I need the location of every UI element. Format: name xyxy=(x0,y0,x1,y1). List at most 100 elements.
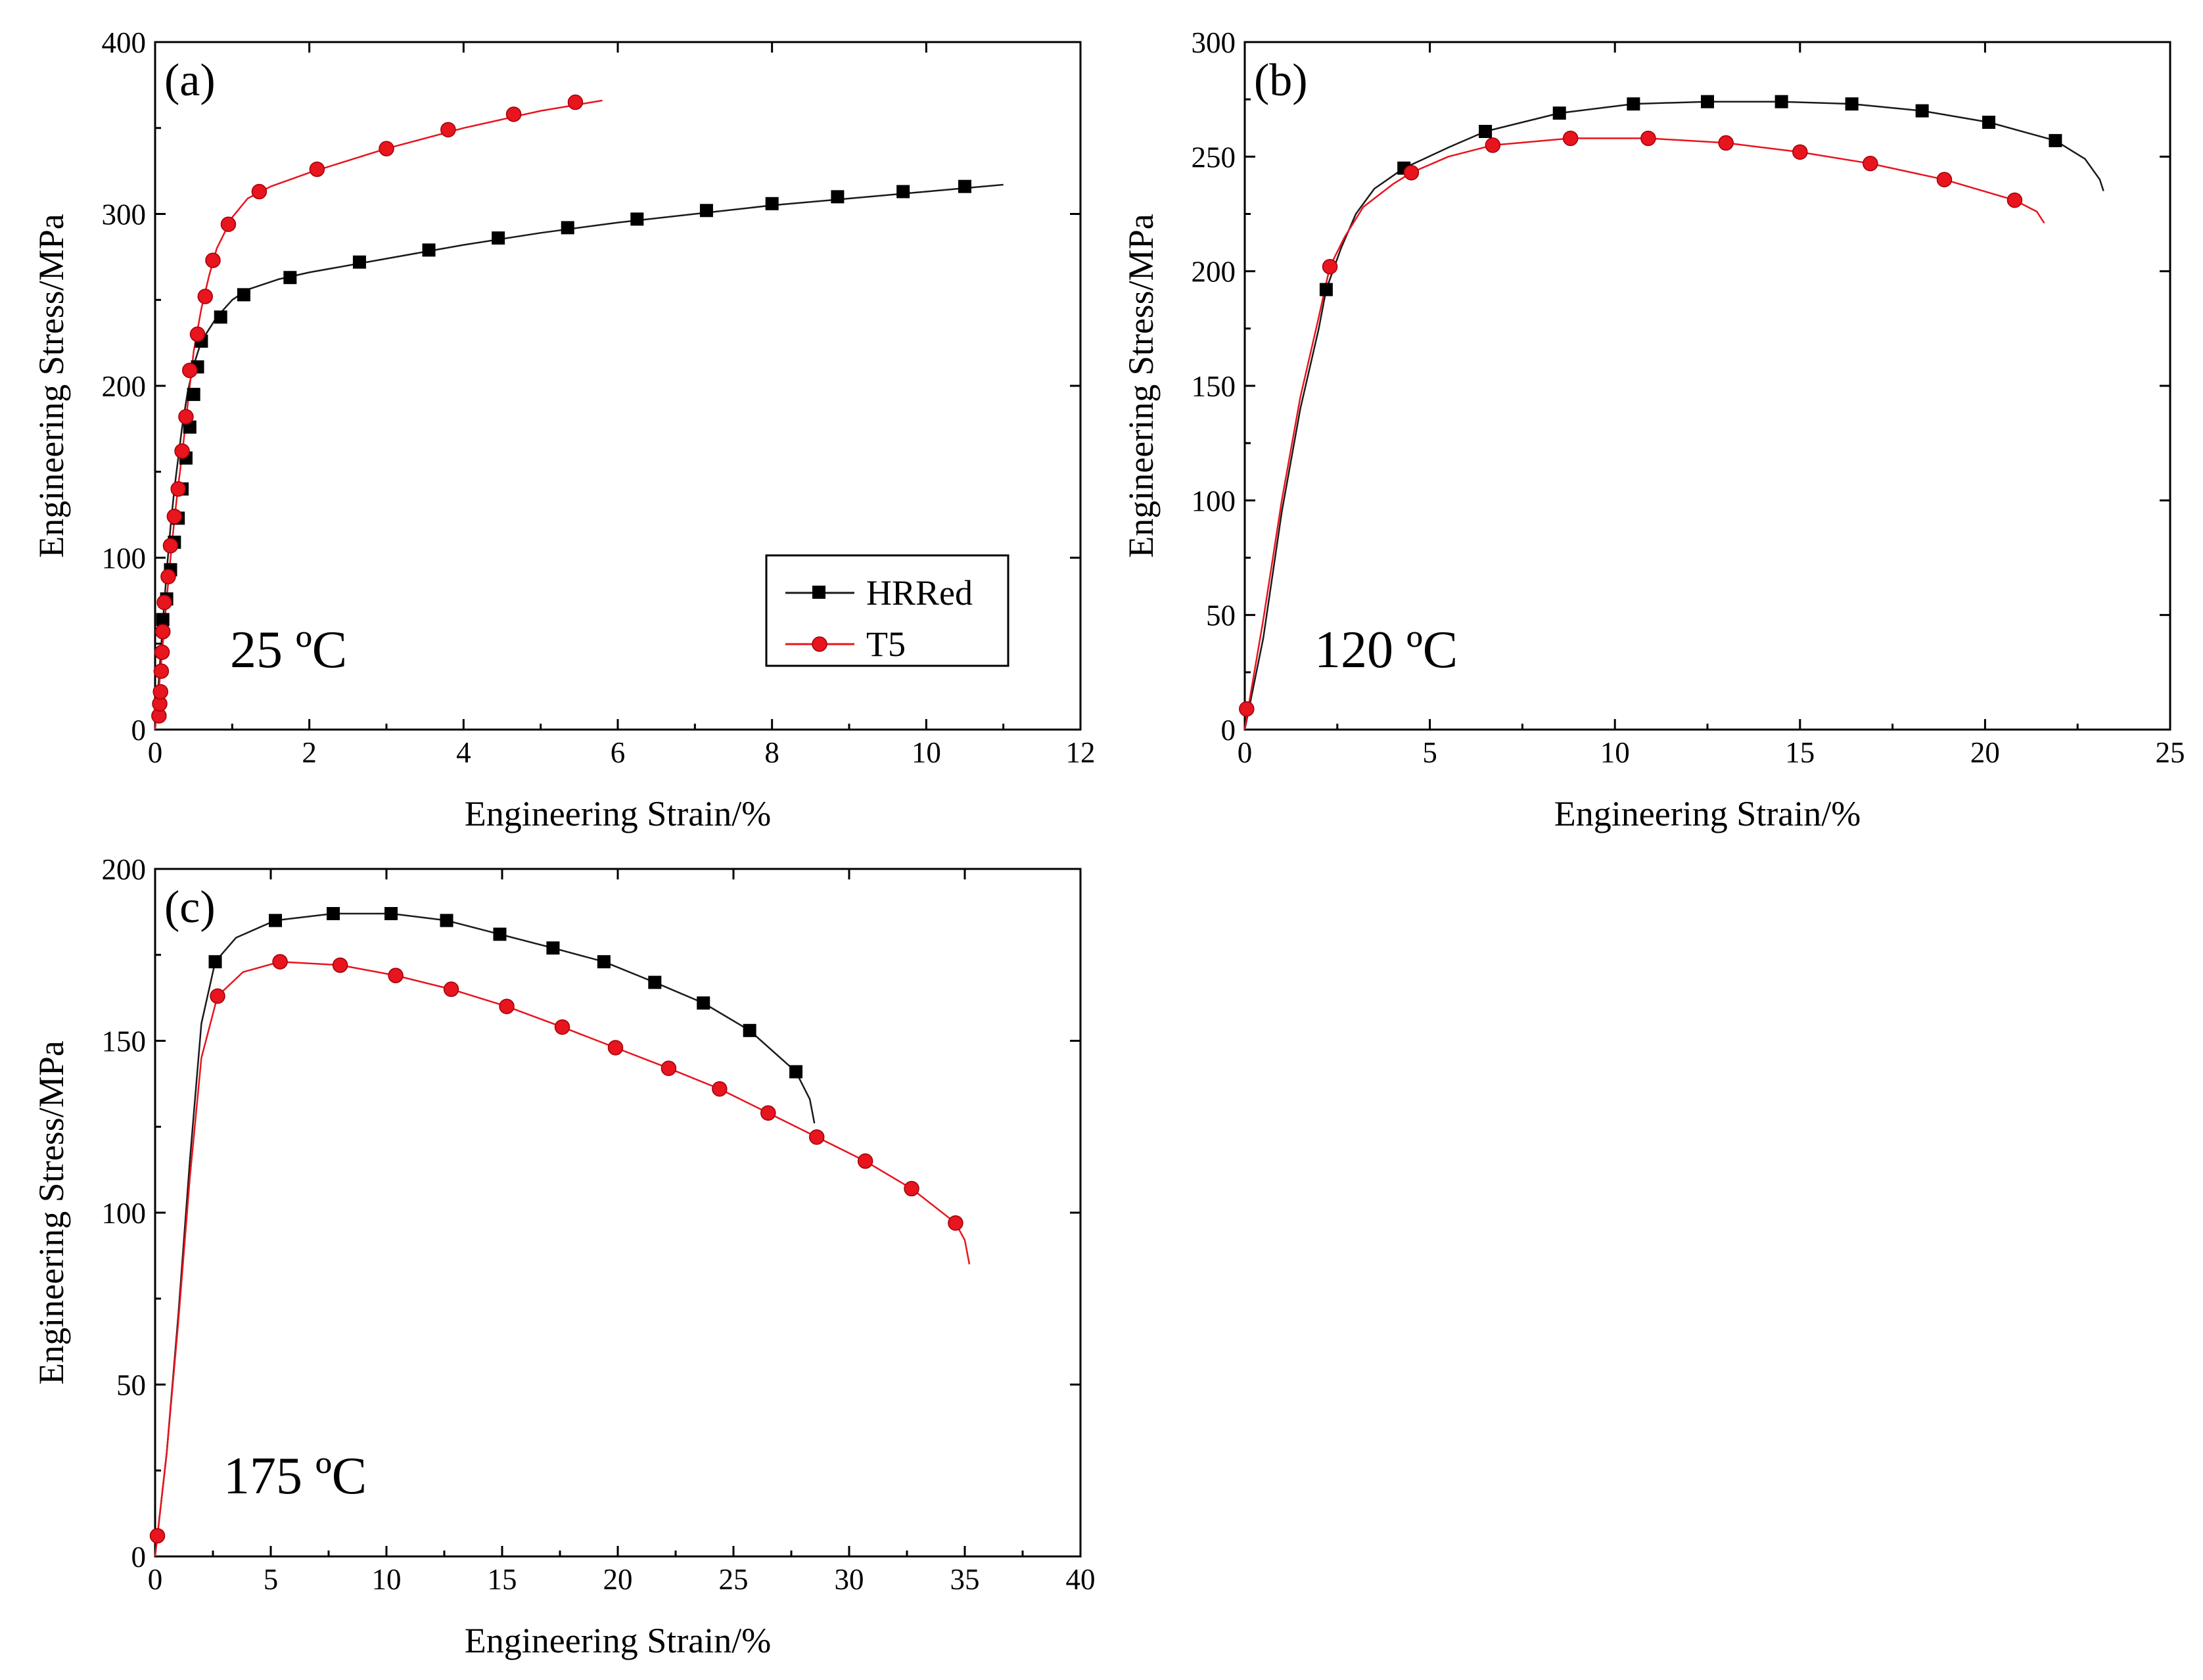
panel-b-hrred-marker xyxy=(1915,104,1929,118)
legend-t5-label: T5 xyxy=(866,624,906,664)
panel-c-t5-marker xyxy=(661,1060,677,1077)
panel-a-t5-marker xyxy=(152,684,168,700)
panel-a-hrred-marker xyxy=(352,255,366,269)
panel-b-t5-marker xyxy=(1863,156,1878,172)
panel-c-x-tick-label: 0 xyxy=(148,1563,163,1596)
panel-c-x-tick-label: 5 xyxy=(264,1563,279,1596)
panel-a-t5-marker xyxy=(379,141,394,156)
panel-c-x-tick-label: 40 xyxy=(1066,1563,1096,1596)
panel-c-t5-marker xyxy=(332,957,348,973)
panel-b-temperature-label: 120 ºC xyxy=(1314,621,1458,679)
panel-b-t5-marker xyxy=(1322,258,1338,275)
panel-b-x-tick-label: 15 xyxy=(1785,736,1815,769)
panel-c-x-tick-label: 20 xyxy=(603,1563,633,1596)
panel-b-y-tick-label: 250 xyxy=(1192,141,1236,174)
panel-b-markers xyxy=(1239,95,2062,717)
panel-b-y-tick-label: 300 xyxy=(1192,26,1236,59)
panel-b-hrred-marker xyxy=(1479,124,1493,138)
panel-a-x-tick-label: 6 xyxy=(611,736,626,769)
panel-b-x-axis-label: Engineering Strain/% xyxy=(1554,794,1861,833)
panel-b-t5-marker xyxy=(1936,172,1953,187)
legend-hrred-marker xyxy=(812,586,825,599)
panel-a-hrred-marker xyxy=(699,204,713,218)
panel-c-hrred-marker xyxy=(789,1065,803,1079)
panel-b-label: (b) xyxy=(1254,55,1308,106)
panel-a-y-tick-label: 200 xyxy=(102,370,147,403)
panel-c-t5-marker xyxy=(499,998,515,1014)
panel-c-t5-marker xyxy=(857,1153,873,1169)
panel-a-t5-marker xyxy=(205,252,221,268)
panel-b-t5-marker xyxy=(1640,130,1656,147)
panel-c-x-tick-label: 30 xyxy=(835,1563,864,1596)
panel-a-hrred-marker xyxy=(765,197,779,210)
panel-a-hrred-marker xyxy=(561,221,574,235)
panel-a-t5-marker xyxy=(309,161,325,177)
panel-b-hrred-marker xyxy=(1627,97,1640,111)
panel-a-t5-marker xyxy=(156,594,172,611)
panel-c-t5-marker xyxy=(760,1105,776,1121)
panel-a-t5-marker xyxy=(182,362,198,379)
panel-c-label: (c) xyxy=(164,882,216,933)
panel-a: 0 2 4 6 8 10 12 0 100 200 300 400 (a) 25 ºC Enginee… xyxy=(32,26,1096,833)
panel-b-x-tick-label: 5 xyxy=(1422,736,1437,769)
panel-c-y-axis-label: Engineering Stress/MPa xyxy=(32,1040,71,1384)
panel-b-y-axis-label: Engineering Stress/MPa xyxy=(1121,214,1161,557)
panel-b-x-tick-label: 0 xyxy=(1238,736,1253,769)
panel-b-y-tick-label: 150 xyxy=(1192,370,1236,403)
panel-c-x-tick-label: 10 xyxy=(372,1563,402,1596)
panel-a-hrred-marker xyxy=(630,212,644,226)
panel-b-t5-marker xyxy=(2006,192,2023,208)
panel-a-x-axis-label: Engineering Strain/% xyxy=(465,794,771,833)
panel-c-x-tick-label: 25 xyxy=(719,1563,749,1596)
panel-c-lines xyxy=(154,912,971,1557)
panel-a-t5-marker xyxy=(160,569,176,585)
panel-b-t5-line xyxy=(1243,137,2045,730)
panel-c-y-tick-label: 100 xyxy=(102,1197,147,1230)
panel-c-t5-marker xyxy=(904,1180,919,1197)
panel-a-t5-marker xyxy=(197,289,214,304)
panel-a-t5-marker xyxy=(505,106,522,122)
panel-a-y-axis-label: Engineering Stress/MPa xyxy=(32,214,71,557)
panel-c-hrred-marker xyxy=(440,914,453,927)
panel-b-x-tick-label: 10 xyxy=(1600,736,1630,769)
panel-a-t5-line xyxy=(154,99,603,730)
panel-a-hrred-marker xyxy=(237,288,250,302)
panel-b-hrred-marker xyxy=(2049,133,2062,147)
panel-c-t5-marker xyxy=(607,1040,624,1056)
panel-c-hrred-marker xyxy=(493,927,507,941)
panel-c-hrred-marker xyxy=(208,955,222,969)
panel-b-y-tick-label: 200 xyxy=(1192,256,1236,289)
panel-a-y-tick-label: 0 xyxy=(131,714,147,747)
panel-a-x-tick-label: 10 xyxy=(912,736,941,769)
legend-box xyxy=(765,554,1009,667)
panel-a-x-tick-label: 12 xyxy=(1066,736,1096,769)
panel-c-t5-marker xyxy=(712,1081,728,1097)
panel-a-t5-marker xyxy=(251,183,267,200)
panel-b-hrred-marker xyxy=(1319,283,1333,296)
panel-a-t5-marker xyxy=(440,122,456,138)
panel-a-hrred-marker xyxy=(214,310,227,324)
panel-b-t5-marker xyxy=(1792,144,1808,160)
panel-c-x-tick-label: 35 xyxy=(950,1563,980,1596)
panel-a-t5-marker xyxy=(170,481,186,497)
panel-a-temperature-label: 25 ºC xyxy=(230,621,347,679)
panel-c-t5-marker xyxy=(272,954,288,969)
panel-b-t5-marker xyxy=(1239,701,1255,717)
panel-b-t5-marker xyxy=(1562,130,1579,147)
panel-a-hrred-marker xyxy=(958,179,971,193)
panel-a-hrred-marker xyxy=(187,388,200,402)
panel-b-t5-marker xyxy=(1485,137,1501,153)
panel-a-hrred-line xyxy=(154,183,1004,730)
panel-a-t5-marker xyxy=(153,663,170,679)
panel-c-hrred-marker xyxy=(597,955,611,969)
panel-c-markers xyxy=(149,906,963,1544)
panel-c-temperature-label: 175 ºC xyxy=(223,1447,367,1505)
legend: HRRed T5 xyxy=(765,554,1009,667)
panel-b-y-tick-label: 0 xyxy=(1221,714,1236,747)
panel-c-y-tick-label: 50 xyxy=(116,1369,146,1402)
panel-a-label: (a) xyxy=(164,55,216,106)
